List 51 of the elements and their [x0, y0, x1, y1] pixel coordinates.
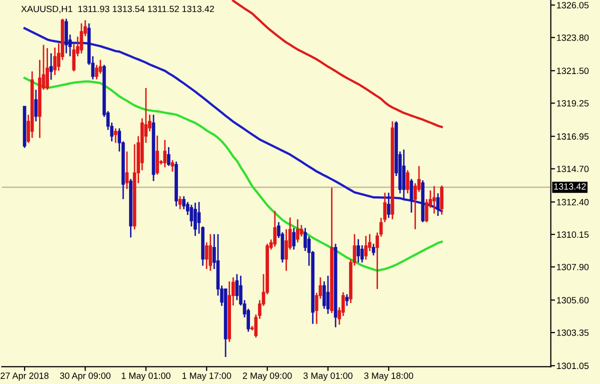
x-tick-label: 27 Apr 2018: [0, 372, 49, 381]
candlestick: [410, 178, 414, 214]
x-tick-label: 2 May 09:00: [242, 372, 292, 381]
x-tick-label: 3 May 01:00: [303, 372, 352, 381]
candlestick: [114, 128, 118, 144]
line-series: [232, 0, 443, 128]
candlestick: [208, 233, 212, 272]
candlestick: [53, 46, 57, 76]
candlestick: [80, 22, 84, 54]
y-tick-label: 1323.80: [557, 34, 589, 41]
x-tick-label: 3 May 18:00: [364, 372, 414, 381]
candlestick: [440, 184, 444, 216]
y-tick-label: 1307.90: [557, 264, 589, 270]
candlestick: [49, 52, 53, 80]
candlestick: [163, 139, 167, 168]
text: XAUUSD,H1 1311.93 1313.54 1311.52 1313.42: [21, 6, 214, 14]
candlestick: [94, 64, 98, 80]
candlestick: [386, 192, 390, 219]
candlestick: [46, 47, 49, 90]
y-tick-label: 1312.40: [557, 198, 589, 206]
x-tick-label: 30 Apr 09:00: [60, 372, 110, 381]
candlestick: [364, 235, 368, 260]
x-tick-label: 1 May 17:00: [182, 372, 232, 381]
candlestick: [167, 146, 170, 167]
y-tick-label: 1303.35: [557, 329, 589, 336]
candlestick: [64, 18, 68, 54]
candlestick: [406, 170, 410, 194]
ref-line-label: 1313.42: [554, 183, 586, 190]
y-tick-label: 1321.50: [557, 68, 589, 74]
candlestick: [356, 238, 360, 264]
y-tick-label: 1310.15: [557, 231, 589, 238]
candlestick: [402, 148, 406, 200]
candlestick: [156, 134, 159, 176]
candlestick: [273, 210, 277, 248]
candlestick: [292, 227, 296, 250]
candlestick: [436, 192, 440, 217]
x-tick-label: 1 May 01:00: [122, 372, 170, 381]
y-tick-label: 1305.60: [557, 297, 589, 304]
candlestick: [204, 242, 208, 270]
y-tick-label: 1319.25: [557, 100, 589, 107]
candlestick: [194, 202, 197, 237]
candlestick: [345, 294, 349, 307]
y-tick-label: 1316.95: [557, 133, 589, 140]
candlestick: [296, 218, 300, 244]
y-tick-label: 1326.05: [557, 2, 589, 8]
y-tick-label: 1301.05: [557, 362, 589, 370]
candlestick: [326, 274, 330, 315]
candlestick: [432, 185, 436, 214]
y-tick-label: 1314.70: [557, 166, 589, 172]
candlestick: [372, 243, 376, 256]
candlestick: [170, 159, 174, 172]
